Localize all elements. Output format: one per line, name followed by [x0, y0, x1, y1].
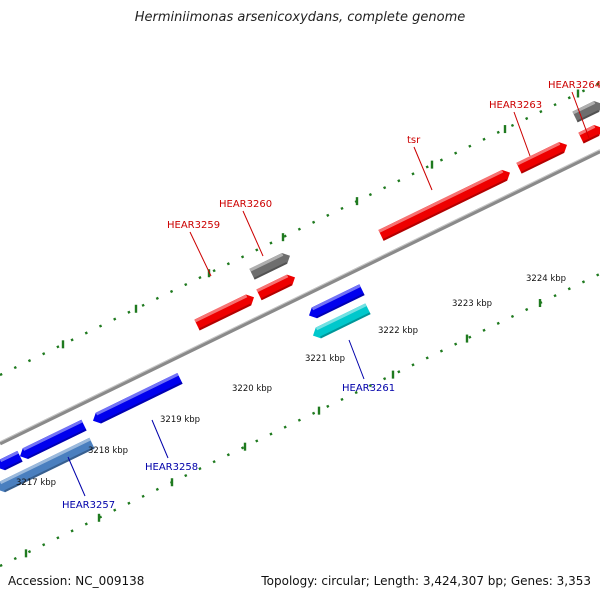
gene-arrow-hear3259-highlight — [194, 294, 248, 323]
gene-arrow-hear3261-rna-body — [313, 303, 371, 339]
gene-label-hear3258: HEAR3258 — [145, 462, 198, 473]
gene-arrow-hear3260-body — [256, 274, 295, 301]
gene-arrow-hear3259-shade — [198, 303, 252, 331]
gene-label-leader-hear3260 — [242, 210, 264, 257]
gene-arrow-hear3260-shade — [260, 283, 293, 301]
gene-arrow-hear3264-shade — [582, 134, 600, 144]
gene-arrow-hear3263-highlight — [516, 142, 561, 166]
genome-backbone-highlight — [0, 149, 600, 443]
gene-arrow-hear3257-upper-body — [20, 419, 87, 460]
gene-arrow-hear3261-rna — [313, 303, 371, 339]
gene-label-leader-hear3261 — [348, 339, 365, 380]
gene-arrow-hear3264 — [578, 125, 600, 144]
gene-arrow-hear3259 — [194, 294, 255, 331]
gene-arrow-tsr-shade — [382, 178, 508, 241]
gene-arrow-hear3258 — [92, 372, 183, 424]
kbp-scale-label-3223: 3223 kbp — [452, 299, 492, 309]
gene-arrow-hear3257-upper-highlight — [22, 419, 83, 451]
gene-arrow-hear3257-upper — [20, 419, 87, 460]
gene-label-leader-hear3258 — [151, 419, 169, 459]
genome-summary-text: Topology: circular; Length: 3,424,307 bp… — [261, 574, 591, 588]
gene-label-leader-hear3264 — [571, 91, 590, 139]
gene-arrow-hear3260-gray-shade — [253, 261, 288, 280]
gene-arrow-hear3257-upper-shade — [27, 428, 87, 460]
gene-arrow-hear3264-gray-body — [572, 101, 600, 123]
gene-arrow-hear3261 — [308, 284, 365, 319]
gene-arrow-left-edge — [0, 450, 23, 471]
gene-arrow-tsr-body — [378, 169, 511, 241]
kbp-scale-label-3220: 3220 kbp — [232, 384, 272, 394]
kbp-scale-label-3222: 3222 kbp — [378, 326, 418, 336]
gene-arrow-hear3259-body — [194, 294, 255, 331]
gene-label-hear3261: HEAR3261 — [342, 383, 395, 394]
gene-arrow-hear3258-shade — [100, 381, 183, 424]
gene-label-leader-tsr — [413, 146, 433, 191]
gene-label-hear3263: HEAR3263 — [489, 100, 542, 111]
gene-arrow-hear3261-highlight — [311, 284, 361, 311]
gene-arrow-hear3264-body — [578, 125, 600, 144]
gene-label-leader-hear3257 — [67, 456, 86, 497]
gene-arrow-tsr — [378, 169, 511, 241]
gene-arrow-hear3260-gray-highlight — [249, 253, 284, 272]
gene-arrow-hear3261-rna-highlight — [315, 303, 367, 331]
genome-title: Herminiimonas arsenicoxydans, complete g… — [134, 10, 466, 25]
gene-label-hear3257: HEAR3257 — [62, 500, 115, 511]
gene-label-hear3259: HEAR3259 — [167, 220, 220, 231]
inner-tick-track — [0, 272, 600, 568]
gene-arrow-hear3263 — [516, 142, 568, 174]
gene-arrow-hear3264-highlight — [578, 125, 596, 136]
gene-arrow-hear3257 — [0, 437, 95, 493]
gene-label-hear3260: HEAR3260 — [219, 199, 272, 210]
kbp-scale-label-3217: 3217 kbp — [16, 478, 56, 488]
gene-label-tsr: tsr — [407, 135, 421, 146]
kbp-scale-label-3221: 3221 kbp — [305, 354, 345, 364]
kbp-scale-label-3219: 3219 kbp — [160, 415, 200, 425]
kbp-scale-label-3224: 3224 kbp — [526, 274, 566, 284]
accession-text: Accession: NC_009138 — [8, 574, 145, 588]
gene-label-leader-hear3259 — [189, 231, 212, 277]
gene-arrow-hear3261-body — [308, 284, 365, 319]
gene-arrow-hear3257-shade — [4, 446, 95, 493]
gene-arrow-hear3264-gray-highlight — [572, 101, 596, 115]
gene-arrow-hear3258-highlight — [95, 372, 179, 416]
gene-arrow-hear3261-rna-shade — [320, 312, 371, 339]
gene-label-leader-hear3263 — [513, 111, 531, 157]
gene-arrow-hear3261-shade — [316, 293, 365, 319]
gene-arrow-hear3263-shade — [520, 151, 565, 174]
gene-arrow-hear3257-highlight — [0, 437, 91, 485]
gene-arrow-hear3260-highlight — [256, 274, 289, 293]
gene-arrow-hear3260 — [256, 274, 295, 301]
gene-arrow-hear3258-body — [92, 372, 183, 424]
gene-arrow-hear3260-gray-body — [249, 253, 291, 280]
gene-arrow-hear3263-body — [516, 142, 568, 174]
gene-arrow-left-edge-body — [0, 450, 23, 471]
gene-label-hear3264: HEAR3264 — [548, 80, 600, 91]
gene-arrow-left-edge-highlight — [0, 450, 19, 463]
outer-tick-track — [0, 81, 600, 377]
genome-backbone-line — [0, 149, 600, 446]
gene-arrow-hear3264-gray — [572, 101, 600, 123]
gene-arrow-tsr-highlight — [378, 169, 504, 233]
gene-arrow-left-edge-shade — [4, 459, 23, 471]
kbp-scale-label-3218: 3218 kbp — [88, 446, 128, 456]
gene-arrow-hear3260-gray — [249, 253, 291, 280]
gene-arrow-hear3257-body — [0, 437, 95, 493]
